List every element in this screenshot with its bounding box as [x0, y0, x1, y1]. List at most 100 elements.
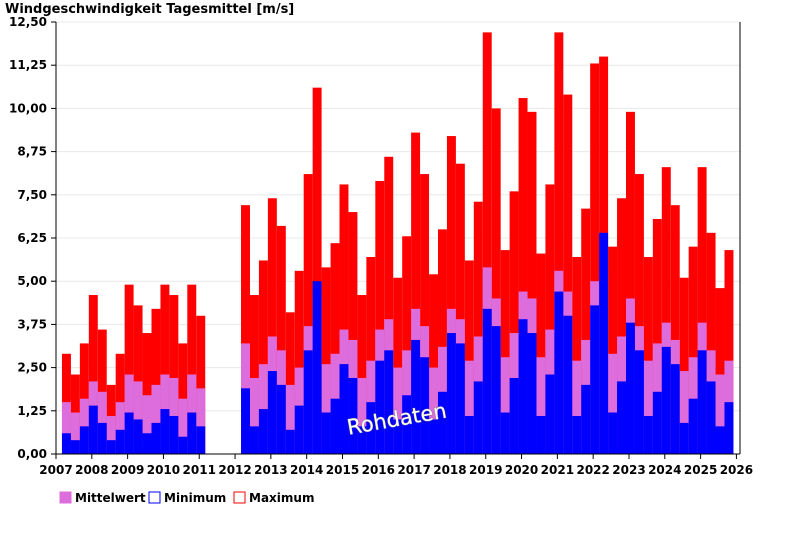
bar-maximum: [267, 198, 277, 454]
bar-minimum: [393, 419, 403, 454]
bar-maximum: [429, 274, 438, 454]
bar-maximum: [133, 305, 143, 454]
x-tick-label: 2020: [505, 463, 538, 477]
bar-maximum: [88, 295, 98, 454]
y-tick-label: 3,75: [17, 317, 47, 331]
y-tick-label: 5,00: [17, 274, 47, 288]
bar-maximum: [160, 284, 170, 454]
bar-maximum: [357, 295, 367, 454]
legend-label: Mittelwert: [75, 491, 146, 505]
bar-maximum: [527, 111, 537, 454]
bar-minimum: [608, 412, 618, 454]
bar-minimum: [124, 412, 134, 454]
bar-minimum: [276, 384, 286, 454]
x-tick-label: 2023: [612, 463, 645, 477]
legend-swatch: [233, 491, 246, 504]
x-tick-label: 2015: [326, 463, 359, 477]
bar-minimum: [697, 350, 707, 454]
bar-maximum: [241, 205, 250, 454]
bar-minimum: [545, 374, 555, 454]
bar-minimum: [527, 333, 537, 454]
y-axis-ticks: 0,00 1,25 2,50 3,75 5,00 6,25 7,50 8,75 10,00 11,…: [9, 15, 56, 461]
bar-minimum: [312, 281, 322, 454]
bar-minimum: [518, 319, 528, 454]
bar-maximum: [142, 333, 152, 454]
bar-mittelwert: [106, 415, 116, 454]
bar-maximum: [420, 174, 430, 454]
bar-mittelwert: [133, 381, 143, 454]
bar-maximum: [482, 32, 492, 454]
bar-minimum: [285, 429, 295, 454]
bar-minimum: [70, 440, 80, 454]
chart-title: Windgeschwindigkeit Tagesmittel [m/s]: [5, 2, 294, 17]
bar-maximum: [187, 284, 197, 454]
bar-minimum: [267, 371, 277, 454]
y-tick-label: 2,50: [17, 361, 47, 375]
bar-maximum: [572, 257, 582, 454]
bar-maximum: [437, 229, 447, 454]
bar-minimum: [348, 377, 358, 454]
bar-maximum: [411, 132, 421, 455]
bar-maximum: [384, 156, 394, 454]
bar-maximum: [724, 250, 734, 454]
bar-maximum: [500, 250, 510, 454]
bar-minimum: [330, 398, 340, 454]
bar-minimum: [563, 315, 573, 454]
bar-minimum: [679, 422, 689, 454]
bar-maximum: [634, 174, 644, 454]
y-tick-label: 10,00: [9, 101, 47, 115]
bar-minimum: [706, 381, 716, 454]
bar-mittelwert: [429, 367, 438, 454]
bar-maximum: [697, 167, 707, 455]
bar-minimum: [187, 412, 197, 454]
bar-minimum: [133, 419, 143, 454]
bar-minimum: [375, 360, 385, 454]
bar-minimum: [446, 333, 456, 454]
bar-minimum: [724, 402, 734, 454]
x-tick-label: 2017: [397, 463, 430, 477]
bar-minimum: [437, 391, 447, 454]
bar-minimum: [402, 395, 412, 454]
bar-minimum: [670, 364, 680, 454]
bar-minimum: [384, 350, 394, 454]
x-tick-label: 2022: [576, 463, 609, 477]
bar-maximum: [545, 184, 555, 454]
bar-minimum: [634, 350, 644, 454]
y-tick-label: 8,75: [17, 145, 47, 159]
bar-mittelwert: [357, 377, 367, 454]
bar-maximum: [581, 208, 591, 454]
bar-maximum: [294, 270, 304, 454]
bar-minimum: [652, 391, 662, 454]
bar-maximum: [518, 98, 528, 455]
y-tick-label: 7,50: [17, 188, 47, 202]
bar-maximum: [554, 32, 564, 454]
bar-minimum: [88, 405, 98, 454]
bar-minimum: [617, 381, 626, 454]
bar-maximum: [402, 236, 412, 454]
bar-minimum: [258, 409, 268, 454]
bar-minimum: [411, 339, 421, 454]
bar-minimum: [294, 405, 304, 454]
bar-minimum: [303, 350, 313, 454]
bar-minimum: [509, 377, 519, 454]
bar-mittelwert: [249, 377, 259, 454]
bar-minimum: [500, 412, 510, 454]
x-tick-label: 2021: [541, 463, 574, 477]
bar-mittelwert: [608, 353, 618, 454]
x-tick-label: 2026: [720, 463, 753, 477]
bar-maximum: [169, 295, 179, 454]
bar-mittelwert: [321, 364, 331, 454]
bar-maximum: [151, 308, 161, 454]
bar-minimum: [661, 346, 671, 454]
bar-maximum: [330, 243, 340, 454]
bar-maximum: [473, 201, 483, 454]
bar-maximum: [670, 205, 680, 454]
x-tick-label: 2019: [469, 463, 502, 477]
bar-minimum: [321, 412, 331, 454]
bar-maximum: [196, 315, 206, 454]
bar-maximum: [79, 343, 89, 454]
bar-maximum: [536, 253, 546, 454]
x-tick-label: 2014: [290, 463, 323, 477]
bar-mittelwert: [679, 371, 689, 454]
legend-swatch: [148, 491, 161, 504]
